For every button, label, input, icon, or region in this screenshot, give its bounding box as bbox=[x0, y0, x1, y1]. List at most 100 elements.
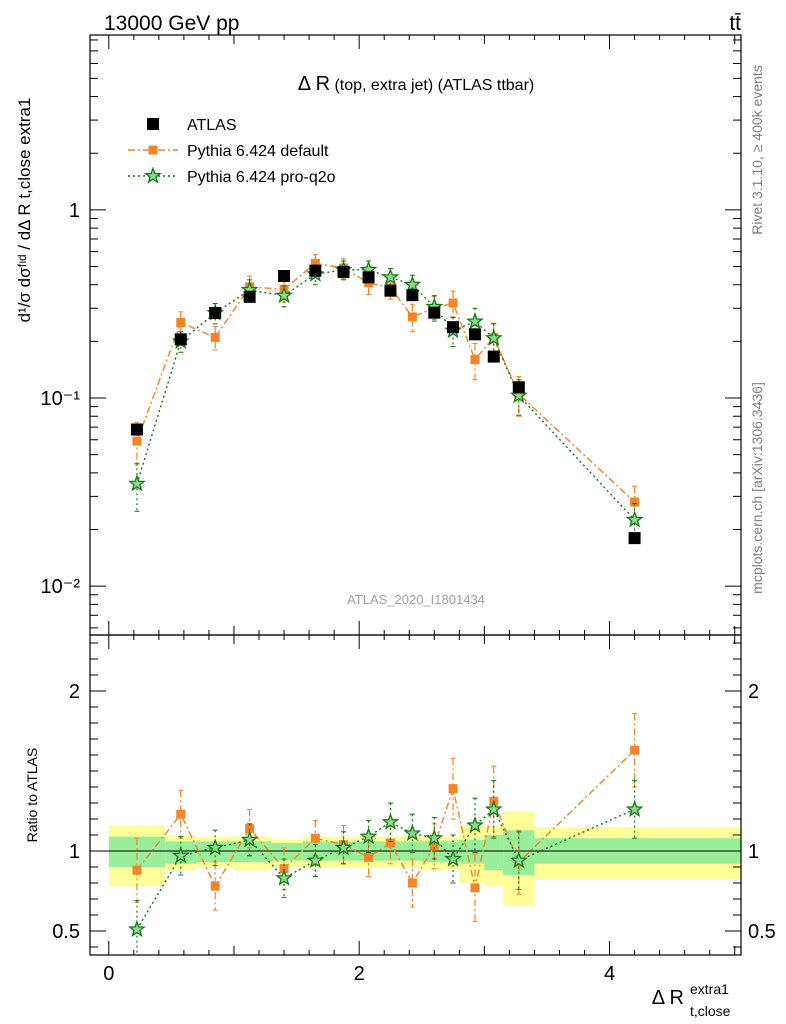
main-point-atlas bbox=[209, 307, 222, 320]
ratio-point-pythia-6-424-pro-q2o bbox=[359, 827, 378, 845]
ratio-point-pythia-6-424-pro-q2o bbox=[444, 849, 462, 867]
ratio-panel-frame bbox=[89, 634, 742, 956]
ratio-band-inner bbox=[233, 841, 272, 863]
main-point-pythia-6-424-default bbox=[630, 497, 640, 507]
ratio-point-pythia-6-424-pro-q2o bbox=[334, 838, 353, 856]
main-y-tick-label: 10⁻¹ bbox=[41, 388, 81, 410]
x-tick-label: 0 bbox=[103, 963, 114, 985]
ratio-band-inner bbox=[484, 835, 504, 871]
main-point-pythia-6-424-pro-q2o bbox=[128, 474, 146, 492]
x-axis-label-sub: t,close bbox=[690, 1003, 731, 1019]
main-point-atlas bbox=[406, 289, 419, 302]
ratio-point-pythia-6-424-default bbox=[470, 883, 480, 893]
main-point-pythia-6-424-default bbox=[407, 312, 417, 322]
ratio-point-pythia-6-424-pro-q2o bbox=[484, 800, 503, 817]
plot-title: Δ R (top, extra jet) (ATLAS ttbar) bbox=[298, 73, 534, 95]
ratio-point-pythia-6-424-pro-q2o bbox=[466, 816, 484, 833]
ratio-point-pythia-6-424-pro-q2o bbox=[240, 830, 259, 848]
y-axis-label-main: d¹/σ dσᶠᶦᵈ / dΔ R t,close extra1 bbox=[15, 98, 34, 323]
rivet-label-group: Rivet 3.1.10, ≥ 400k events bbox=[749, 65, 765, 235]
main-point-atlas bbox=[243, 290, 256, 303]
rivet-label: Rivet 3.1.10, ≥ 400k events bbox=[749, 65, 765, 235]
x-axis-label-sup: extra1 bbox=[690, 981, 729, 997]
mcplots-label-group: mcplots.cern.ch [arXiv:1306.3436] bbox=[749, 382, 765, 594]
ratio-point-pythia-6-424-default bbox=[310, 833, 320, 843]
main-series-layer bbox=[128, 253, 644, 545]
ratio-y-tick-label-right: 2 bbox=[748, 681, 759, 703]
ratio-point-pythia-6-424-default bbox=[407, 878, 417, 888]
ratio-y-tick-label-right: 0.5 bbox=[748, 921, 776, 943]
main-point-atlas bbox=[512, 381, 525, 394]
ratio-line-pythia-6-424-default bbox=[136, 749, 636, 888]
main-point-atlas bbox=[487, 350, 500, 363]
ratio-y-tick-label-right: 1 bbox=[748, 841, 759, 863]
main-point-pythia-6-424-pro-q2o bbox=[381, 267, 400, 285]
ratio-point-pythia-6-424-default bbox=[364, 852, 374, 862]
main-point-pythia-6-424-default bbox=[210, 332, 220, 342]
main-y-tick-label: 1 bbox=[69, 200, 80, 222]
ratio-point-pythia-6-424-pro-q2o bbox=[625, 800, 644, 817]
ratio-point-pythia-6-424-default bbox=[210, 881, 220, 891]
main-panel bbox=[128, 253, 644, 545]
ratio-point-pythia-6-424-pro-q2o bbox=[509, 851, 528, 869]
x-axis-label: Δ R bbox=[652, 987, 684, 1009]
main-point-atlas bbox=[628, 532, 641, 545]
plot-title-rest: (top, extra jet) (ATLAS ttbar) bbox=[334, 77, 534, 94]
x-tick-label: 2 bbox=[354, 963, 365, 985]
main-point-atlas bbox=[447, 321, 460, 334]
main-point-atlas bbox=[362, 271, 375, 284]
legend: ATLAS Pythia 6.424 default Pythia 6.424 pr… bbox=[128, 117, 336, 186]
ratio-point-pythia-6-424-default bbox=[385, 838, 395, 848]
main-point-atlas bbox=[278, 270, 291, 283]
ratio-point-pythia-6-424-pro-q2o bbox=[306, 851, 325, 869]
ratio-point-pythia-6-424-default bbox=[429, 841, 439, 851]
main-point-atlas bbox=[337, 265, 350, 278]
legend-label-pythia-6-424-pro-q2o: Pythia 6.424 pro-q2o bbox=[187, 169, 336, 186]
main-point-atlas bbox=[130, 423, 143, 436]
ratio-band-inner bbox=[271, 843, 303, 861]
ratio-point-pythia-6-424-default bbox=[245, 824, 255, 834]
main-point-atlas bbox=[309, 264, 322, 277]
ratio-y-tick-label: 1 bbox=[69, 841, 80, 863]
ratio-point-pythia-6-424-pro-q2o bbox=[275, 868, 293, 886]
main-point-atlas bbox=[384, 284, 397, 297]
mcplots-label: mcplots.cern.ch [arXiv:1306.3436] bbox=[749, 382, 765, 594]
ratio-point-pythia-6-424-pro-q2o bbox=[425, 828, 444, 846]
analysis-id: ATLAS_2020_I1801434 bbox=[347, 592, 485, 607]
plot-title-main: Δ R bbox=[298, 73, 330, 95]
legend-marker-atlas bbox=[147, 118, 159, 130]
main-point-pythia-6-424-default bbox=[176, 317, 186, 327]
main-point-pythia-6-424-pro-q2o bbox=[403, 275, 422, 293]
ratio-point-pythia-6-424-default bbox=[448, 784, 458, 794]
process-label: tt̄ bbox=[729, 12, 741, 35]
main-line-pythia-6-424-pro-q2o bbox=[136, 269, 636, 521]
ratio-point-pythia-6-424-default bbox=[176, 809, 186, 819]
ratio-point-pythia-6-424-default bbox=[630, 745, 640, 755]
ratio-point-pythia-6-424-default bbox=[279, 864, 289, 874]
main-point-atlas bbox=[174, 333, 187, 346]
main-point-pythia-6-424-pro-q2o bbox=[466, 312, 484, 330]
x-tick-label: 4 bbox=[604, 963, 615, 985]
main-point-pythia-6-424-pro-q2o bbox=[275, 286, 293, 304]
main-point-pythia-6-424-default bbox=[310, 258, 320, 268]
ratio-point-pythia-6-424-pro-q2o bbox=[403, 824, 422, 841]
main-point-atlas bbox=[468, 328, 481, 341]
main-point-pythia-6-424-default bbox=[132, 436, 142, 446]
ratio-series-layer bbox=[128, 712, 644, 956]
y-axis-label-main-text: d¹/σ dσᶠᶦᵈ / dΔ R t,close extra1 bbox=[15, 98, 34, 323]
ratio-y-tick-label: 2 bbox=[69, 681, 80, 703]
axis-ticks: 0 2 4 1 10⁻¹ 10⁻² 2 2 1 1 0.5 0.5 bbox=[41, 35, 776, 985]
ratio-point-pythia-6-424-pro-q2o bbox=[206, 838, 225, 856]
legend-marker-pythia-6-424-pro-q2o bbox=[144, 166, 162, 184]
legend-marker-pythia-6-424-default bbox=[148, 145, 158, 155]
ratio-point-pythia-6-424-pro-q2o bbox=[381, 812, 400, 830]
ratio-panel bbox=[90, 712, 741, 956]
ratio-point-pythia-6-424-default bbox=[132, 865, 142, 875]
main-y-tick-label: 10⁻² bbox=[41, 576, 81, 598]
main-point-pythia-6-424-pro-q2o bbox=[625, 510, 644, 528]
main-point-atlas bbox=[428, 306, 441, 319]
main-point-pythia-6-424-default bbox=[448, 298, 458, 308]
legend-label-pythia-6-424-default: Pythia 6.424 default bbox=[187, 143, 329, 160]
main-point-pythia-6-424-default bbox=[470, 355, 480, 365]
